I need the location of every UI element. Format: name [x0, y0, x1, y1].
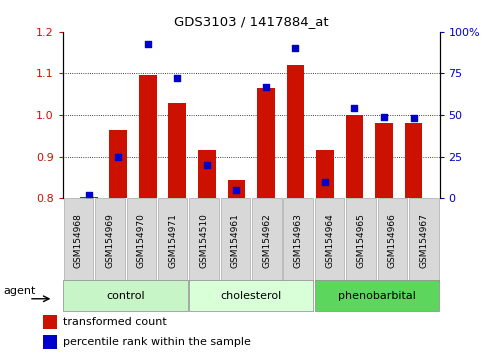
Bar: [169, 103, 186, 198]
Title: GDS3103 / 1417884_at: GDS3103 / 1417884_at: [174, 15, 328, 28]
Text: agent: agent: [3, 286, 35, 296]
Point: [232, 187, 240, 193]
Bar: [158, 198, 187, 283]
Bar: [252, 198, 282, 283]
Point: [262, 84, 270, 90]
Text: GSM154964: GSM154964: [325, 213, 334, 268]
Text: control: control: [106, 291, 145, 301]
Text: GSM154961: GSM154961: [231, 213, 240, 268]
Bar: [139, 75, 156, 198]
Text: phenobarbital: phenobarbital: [338, 291, 416, 301]
Text: GSM154963: GSM154963: [294, 213, 303, 268]
Point: [173, 76, 181, 81]
Text: GSM154970: GSM154970: [137, 213, 146, 268]
Bar: [315, 198, 344, 283]
Text: percentile rank within the sample: percentile rank within the sample: [63, 337, 251, 347]
Text: GSM154510: GSM154510: [199, 213, 209, 268]
Text: GSM154962: GSM154962: [262, 213, 271, 268]
Bar: [110, 130, 127, 198]
Bar: [346, 198, 376, 283]
Point: [410, 115, 417, 121]
Text: GSM154967: GSM154967: [419, 213, 428, 268]
Bar: [43, 315, 57, 329]
Bar: [378, 198, 407, 283]
Bar: [227, 179, 245, 198]
Bar: [405, 124, 423, 198]
Point: [351, 105, 358, 111]
Text: cholesterol: cholesterol: [221, 291, 282, 301]
Text: GSM154965: GSM154965: [356, 213, 366, 268]
Bar: [257, 88, 275, 198]
Bar: [314, 280, 439, 311]
Point: [114, 154, 122, 159]
Bar: [375, 124, 393, 198]
Bar: [198, 150, 216, 198]
Bar: [95, 198, 125, 283]
Point: [85, 192, 93, 198]
Text: transformed count: transformed count: [63, 318, 167, 327]
Text: GSM154971: GSM154971: [168, 213, 177, 268]
Text: GSM154966: GSM154966: [388, 213, 397, 268]
Text: GSM154968: GSM154968: [74, 213, 83, 268]
Point: [321, 179, 329, 184]
Bar: [286, 65, 304, 198]
Point: [292, 46, 299, 51]
Bar: [189, 280, 313, 311]
Bar: [43, 335, 57, 348]
Bar: [127, 198, 156, 283]
Bar: [409, 198, 439, 283]
Text: GSM154969: GSM154969: [105, 213, 114, 268]
Bar: [64, 198, 93, 283]
Bar: [189, 198, 219, 283]
Bar: [63, 280, 188, 311]
Bar: [316, 150, 334, 198]
Point: [144, 41, 152, 46]
Bar: [284, 198, 313, 283]
Point: [380, 114, 388, 120]
Bar: [221, 198, 250, 283]
Bar: [346, 115, 363, 198]
Point: [203, 162, 211, 168]
